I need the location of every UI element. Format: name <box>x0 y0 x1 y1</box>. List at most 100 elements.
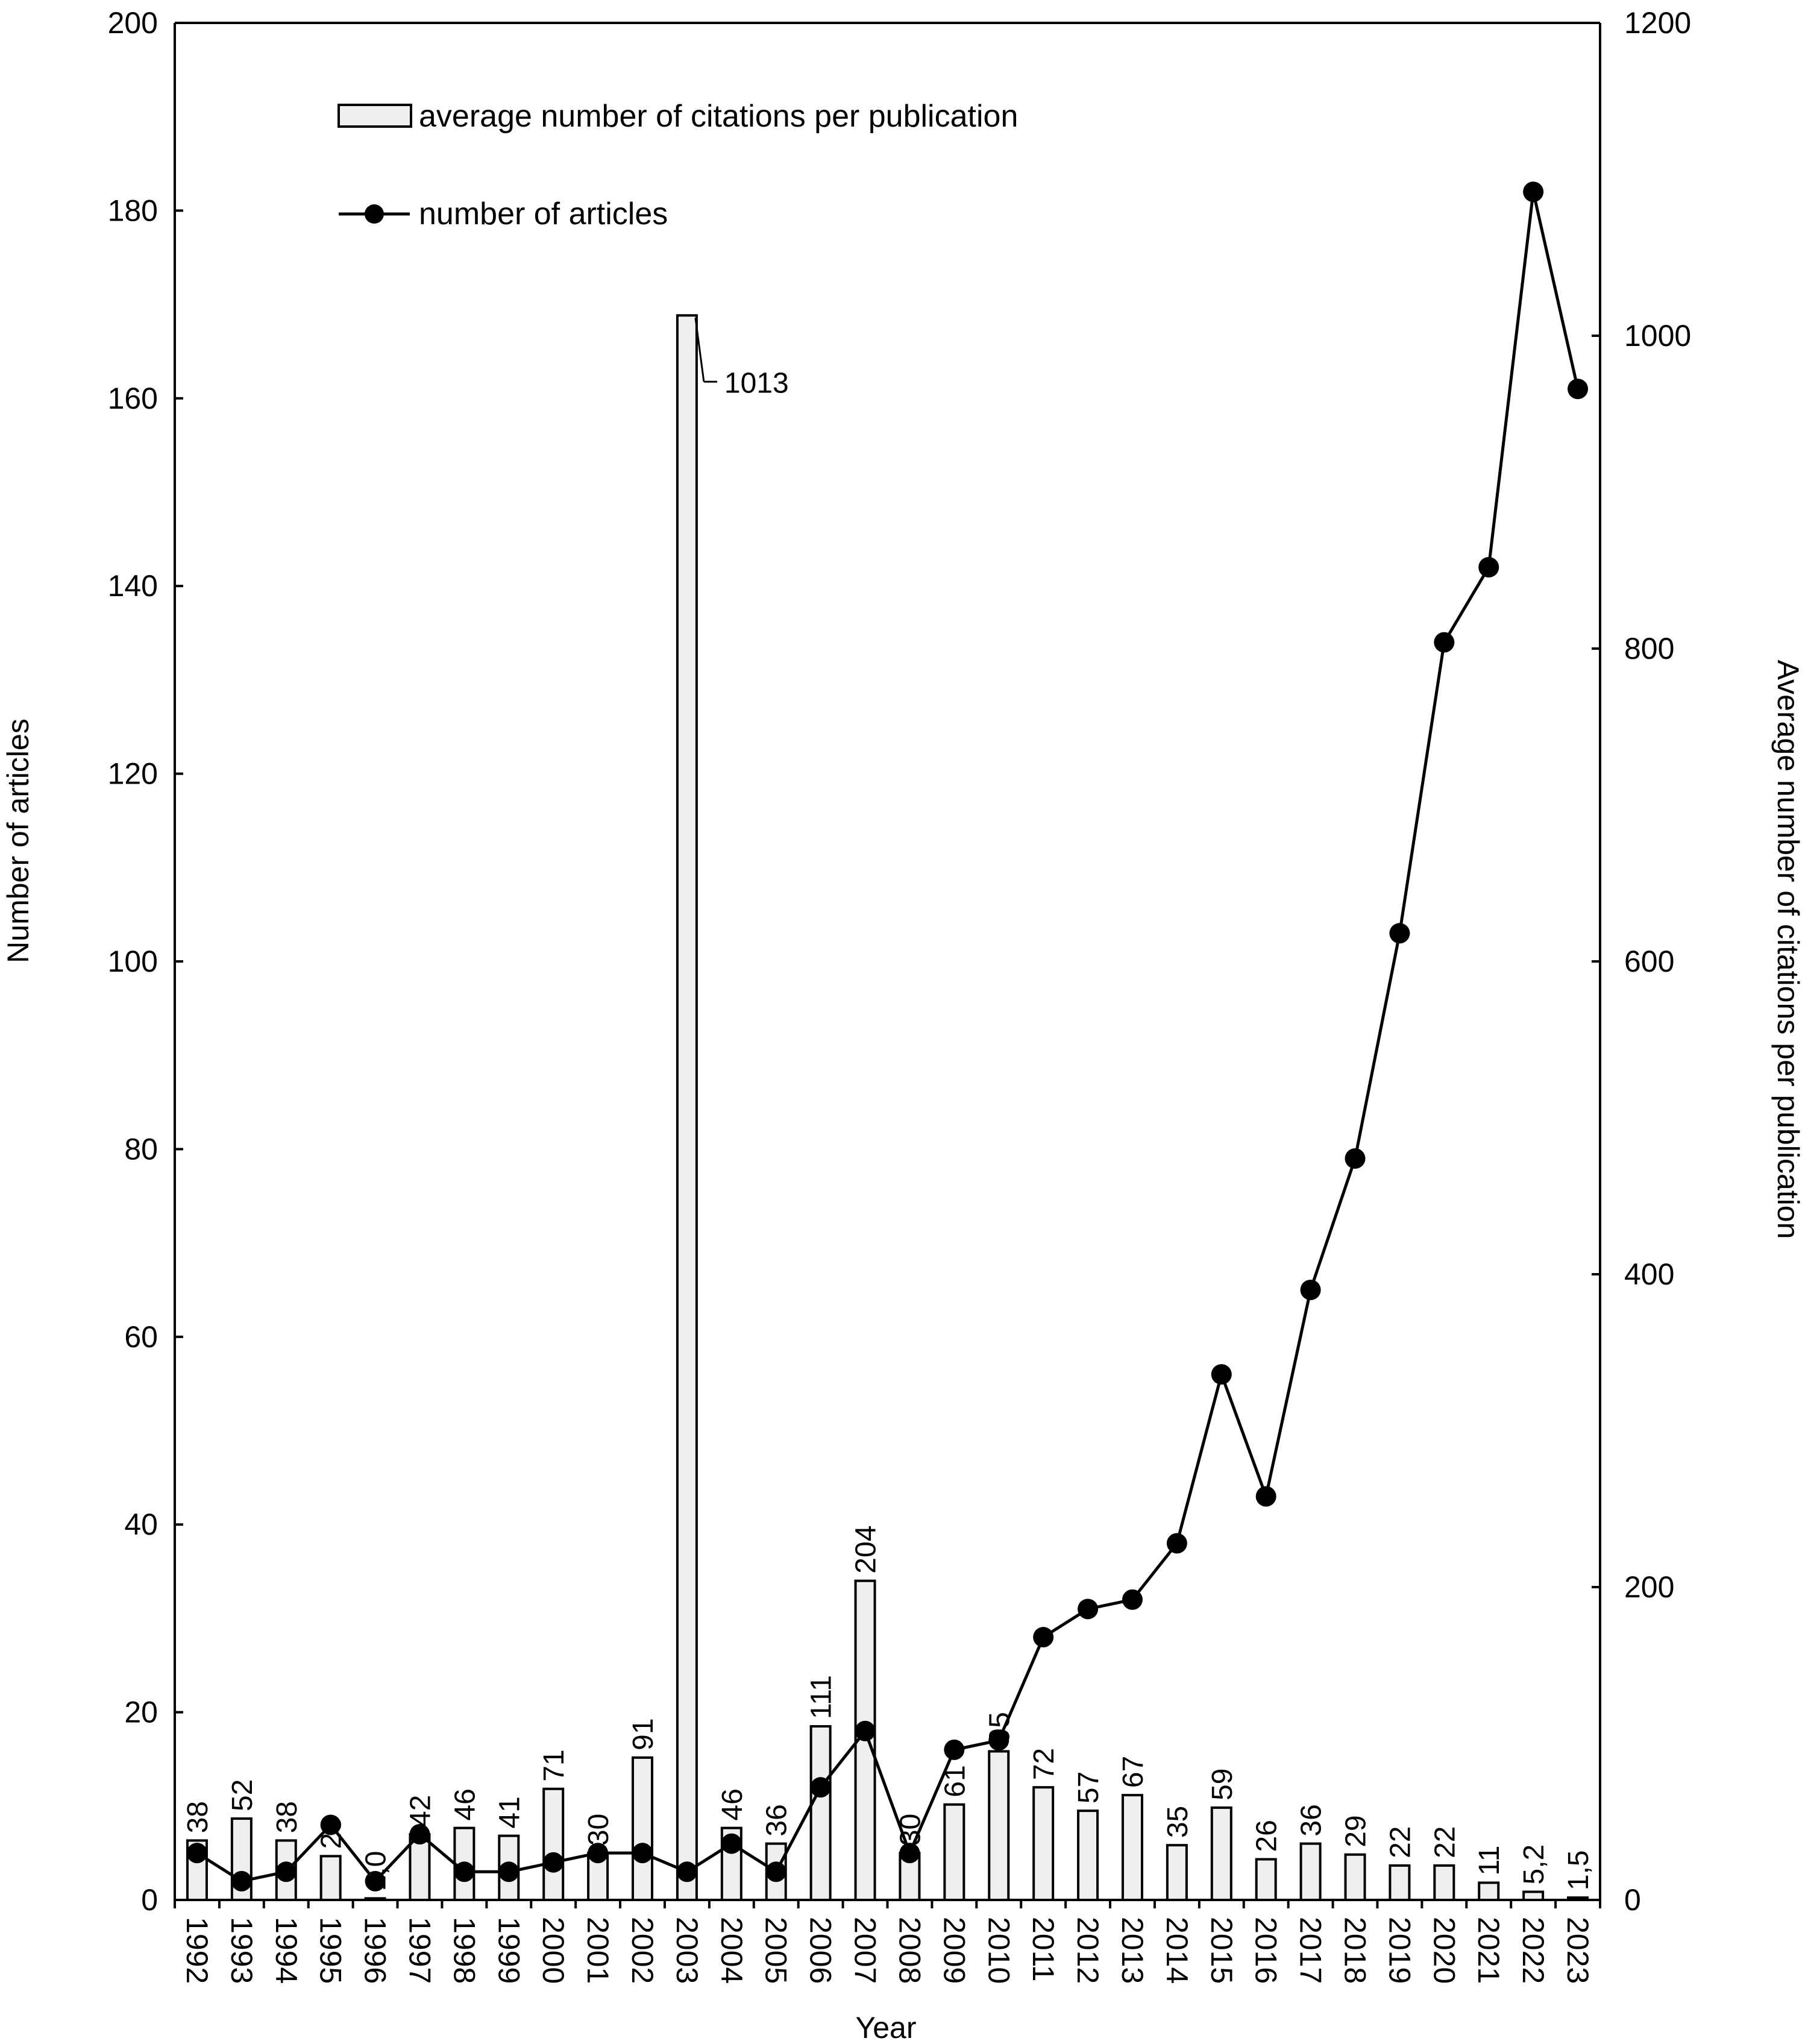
bar-data-label: 30 <box>894 1814 926 1846</box>
bar <box>1166 1844 1188 1902</box>
x-tick-label: 2021 <box>1472 1917 1505 1984</box>
bar <box>1478 1881 1500 1902</box>
line-point <box>1078 1599 1099 1620</box>
line-point <box>1300 1279 1321 1300</box>
right-tick-label: 1000 <box>1624 319 1691 353</box>
bar-data-label: 22 <box>1384 1826 1416 1858</box>
line-point <box>632 1843 653 1864</box>
left-tick-label: 200 <box>108 6 158 40</box>
x-tick-label: 2022 <box>1516 1917 1550 1984</box>
left-tick-label: 40 <box>124 1508 158 1541</box>
bar-data-label: 71 <box>538 1749 570 1781</box>
bar <box>1032 1786 1055 1901</box>
x-tick-label: 2000 <box>536 1917 570 1984</box>
x-tick-label: 2005 <box>759 1917 793 1984</box>
x-axis-ticks: 1992 1993 1994 1995 1996 1997 1998 1999 2000 2001… <box>174 1900 1601 1984</box>
x-tick-label: 2023 <box>1561 1917 1595 1984</box>
bar <box>1522 1890 1545 1902</box>
line-point <box>899 1843 920 1864</box>
legend-bar-label: average number of citations per publicat… <box>419 99 1018 134</box>
line-point <box>1166 1533 1187 1554</box>
line-point <box>409 1824 430 1845</box>
bar <box>676 314 698 1902</box>
x-tick-label: 1996 <box>359 1917 392 1984</box>
line-point <box>454 1861 475 1882</box>
line-point <box>988 1730 1009 1751</box>
bar <box>632 1756 654 1901</box>
bar-data-label: 204 <box>850 1526 882 1574</box>
line-point <box>320 1814 341 1835</box>
x-tick-label: 1999 <box>492 1917 526 1984</box>
x-tick-label: 1995 <box>314 1917 348 1984</box>
left-axis-ticks: 0 20 40 60 80 100 120 140 160 180 200 <box>108 6 183 1917</box>
line-point <box>1255 1486 1276 1507</box>
line-point <box>275 1861 297 1882</box>
x-tick-label: 2010 <box>982 1917 1015 1984</box>
right-axis-ticks: 0 200 400 600 800 1000 1200 <box>1592 6 1691 1917</box>
bar <box>988 1750 1010 1902</box>
x-tick-label: 2003 <box>670 1917 704 1984</box>
bar-data-label: 22 <box>1429 1826 1461 1858</box>
line-point <box>1122 1589 1143 1610</box>
line-point <box>588 1843 609 1864</box>
x-tick-label: 2011 <box>1026 1917 1060 1982</box>
line-point <box>1345 1148 1366 1169</box>
x-tick-label: 1992 <box>180 1917 214 1984</box>
bar-data-label: 1013 <box>724 367 789 399</box>
line-point <box>810 1777 831 1798</box>
legend-bar-swatch <box>337 104 412 128</box>
left-tick-label: 180 <box>108 193 158 227</box>
legend: average number of citations per publicat… <box>337 99 1018 231</box>
bar-data-labels: 385238281,042464171309110134636111204306… <box>182 318 1595 1891</box>
bar-data-label: 5,2 <box>1518 1844 1550 1885</box>
line-point <box>944 1739 965 1760</box>
line-point <box>676 1861 697 1882</box>
bar <box>319 1855 342 1902</box>
x-tick-label: 1994 <box>269 1917 303 1984</box>
line-series <box>186 181 1589 1891</box>
line-point <box>721 1833 742 1854</box>
x-tick-label: 2014 <box>1160 1917 1194 1984</box>
left-tick-label: 100 <box>108 945 158 978</box>
bar <box>1389 1864 1411 1901</box>
x-tick-label: 2001 <box>581 1917 615 1984</box>
line-point <box>855 1720 876 1741</box>
bar <box>1433 1864 1455 1901</box>
x-tick-label: 2016 <box>1249 1917 1283 1984</box>
bar <box>943 1803 965 1902</box>
x-tick-label: 2002 <box>626 1917 659 1984</box>
left-tick-label: 60 <box>124 1320 158 1354</box>
right-tick-label: 1200 <box>1624 6 1691 40</box>
right-tick-label: 400 <box>1624 1257 1674 1291</box>
bar-data-label: 59 <box>1207 1769 1238 1800</box>
bar-data-label: 38 <box>271 1801 303 1833</box>
x-tick-label: 2004 <box>715 1917 749 1984</box>
right-tick-label: 200 <box>1624 1570 1674 1604</box>
line-point <box>365 1870 386 1891</box>
left-tick-label: 140 <box>108 569 158 603</box>
x-tick-label: 2019 <box>1383 1917 1416 1984</box>
x-tick-label: 1998 <box>447 1917 481 1984</box>
bar <box>1255 1858 1277 1902</box>
x-tick-label: 2012 <box>1071 1917 1105 1984</box>
bar-data-label: 46 <box>717 1788 749 1820</box>
x-axis-title: Year <box>855 2011 916 2044</box>
line-point <box>498 1861 519 1882</box>
line-point <box>1434 632 1455 653</box>
right-tick-label: 600 <box>1624 945 1674 978</box>
line-point <box>1568 379 1589 400</box>
bar-data-label: 29 <box>1340 1815 1372 1847</box>
bar-data-label: 52 <box>227 1779 259 1811</box>
bar-data-label: 1,5 <box>1563 1850 1595 1890</box>
left-tick-label: 160 <box>108 382 158 415</box>
bar <box>1299 1842 1322 1902</box>
x-tick-label: 2008 <box>893 1917 926 1984</box>
bar-data-label: 36 <box>1296 1804 1328 1836</box>
x-tick-label: 1997 <box>403 1917 436 1984</box>
bar-data-label: 42 <box>404 1795 436 1827</box>
right-tick-label: 0 <box>1624 1883 1641 1917</box>
legend-line-marker <box>365 204 384 224</box>
x-tick-label: 2006 <box>804 1917 838 1984</box>
bar-data-label: 67 <box>1117 1756 1149 1788</box>
